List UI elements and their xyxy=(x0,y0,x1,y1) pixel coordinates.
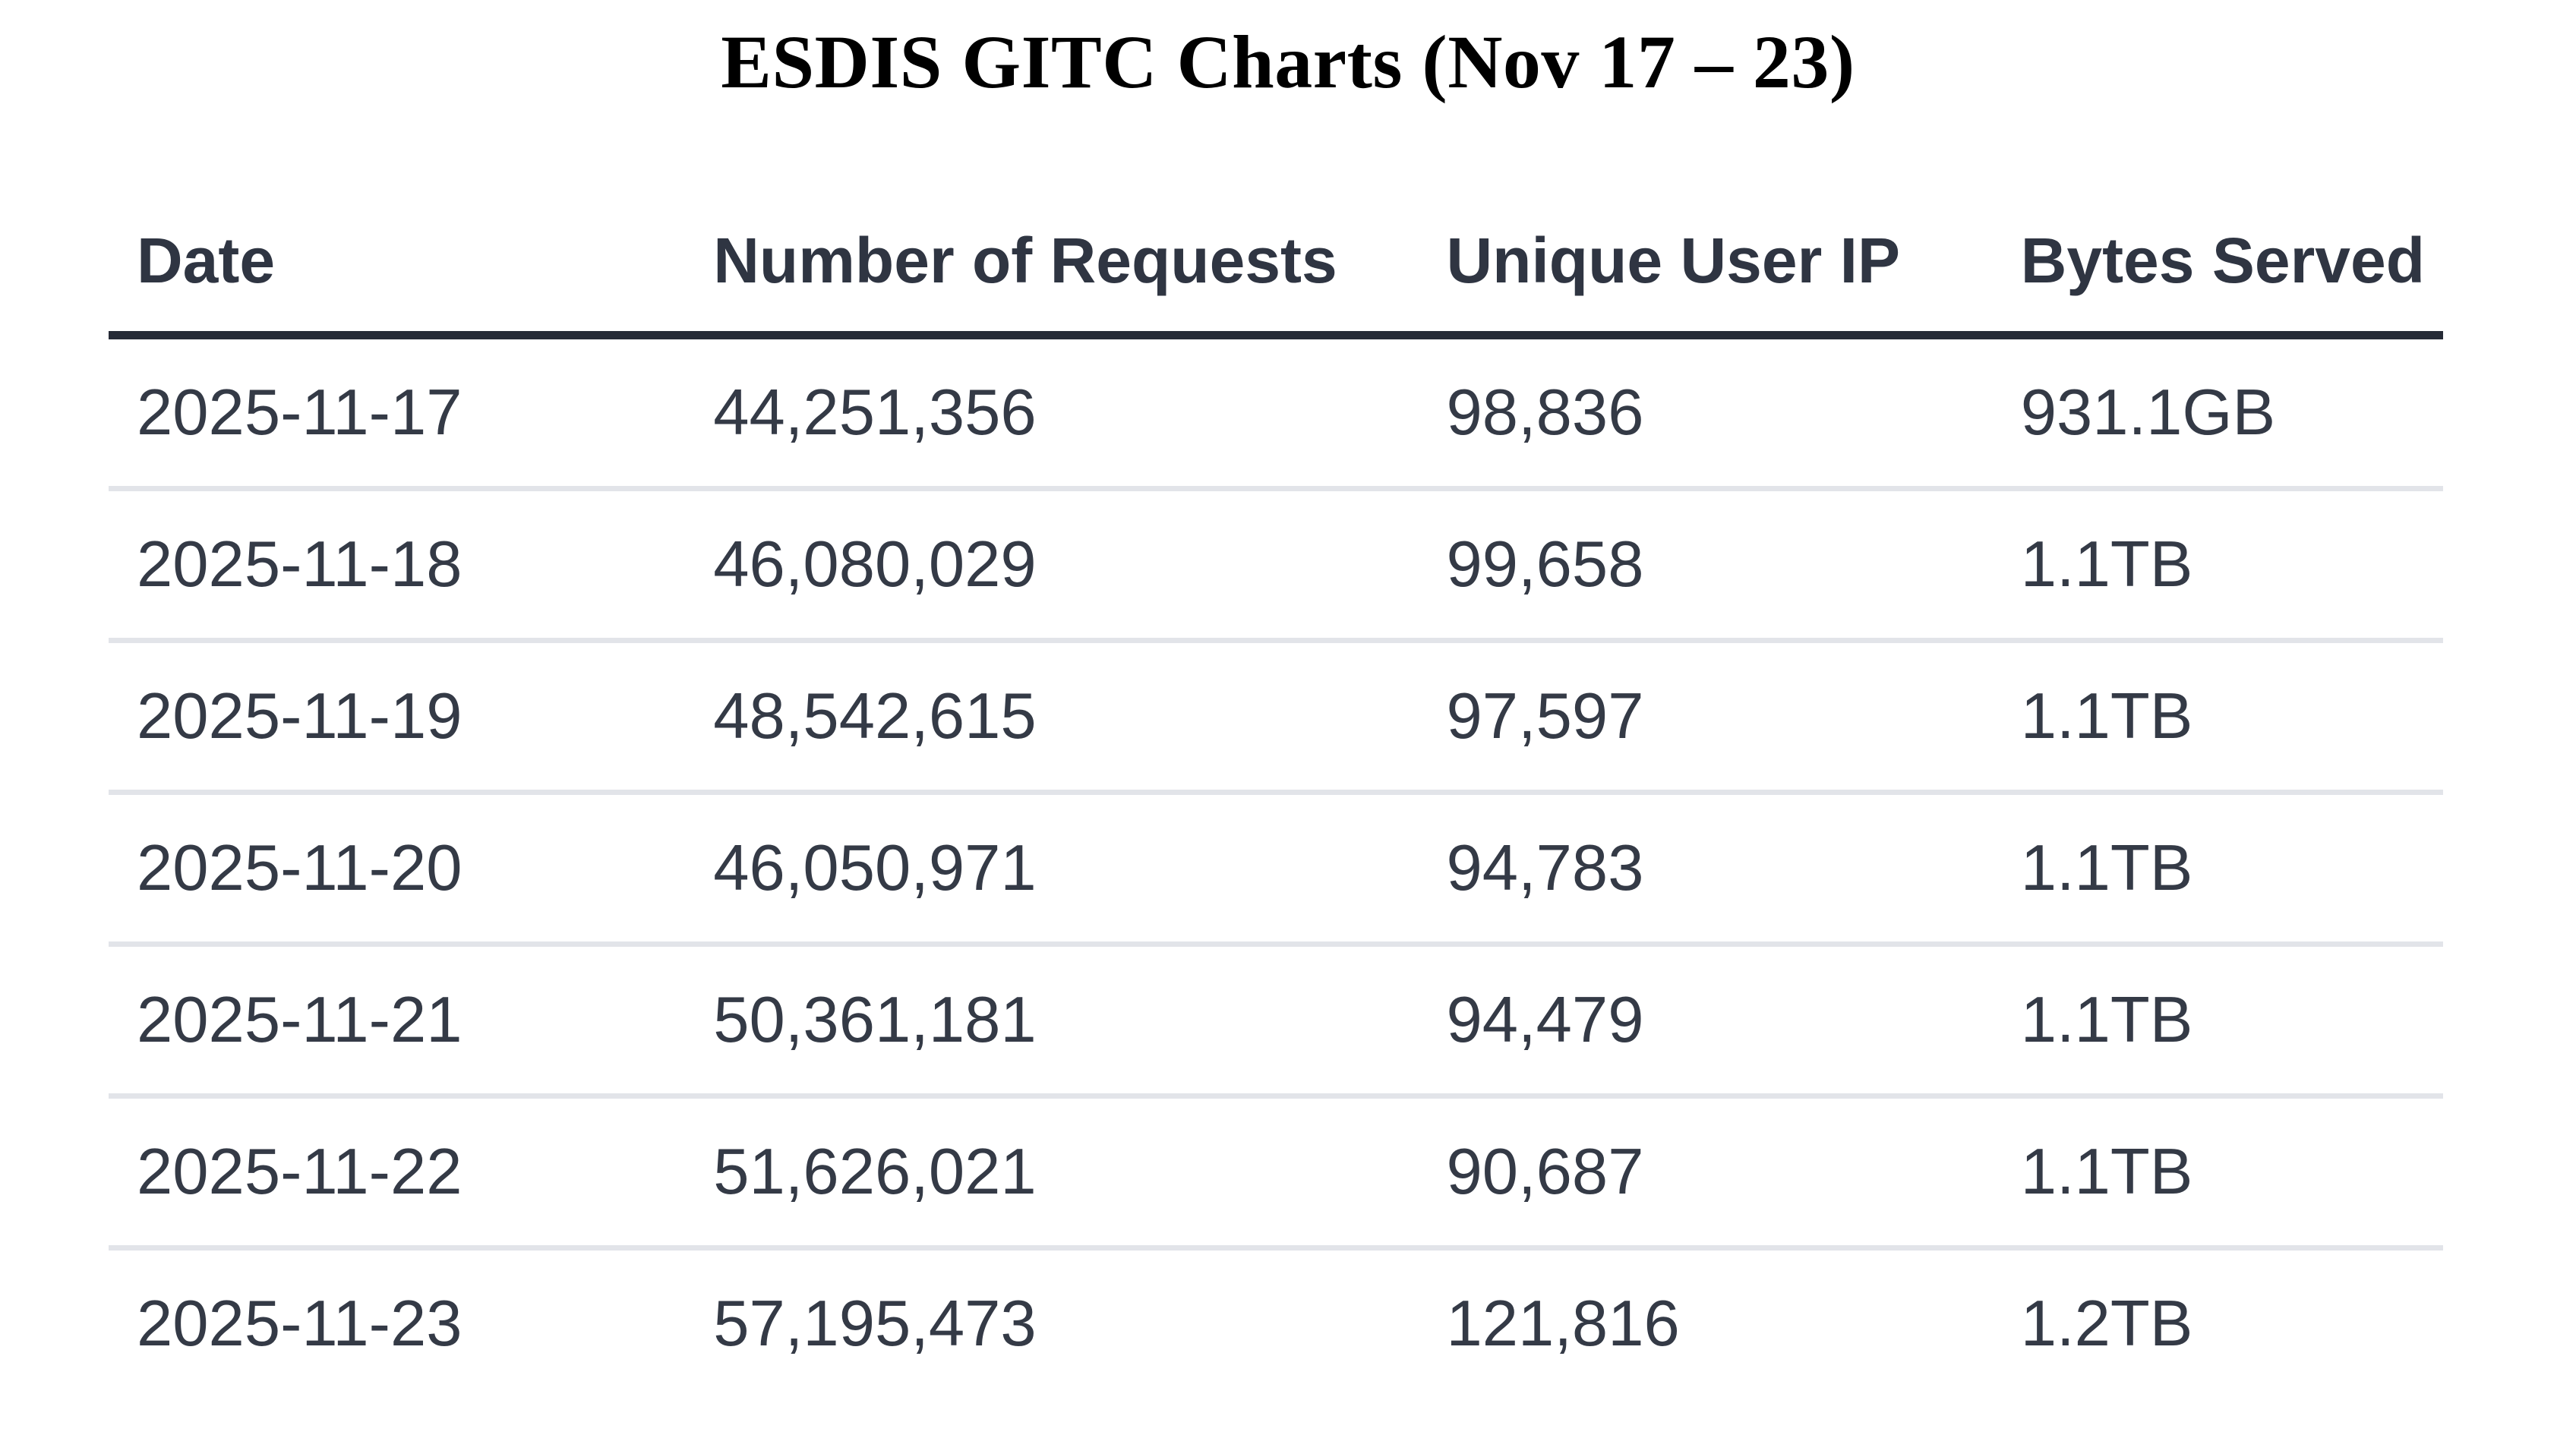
table-header-row: Date Number of Requests Unique User IP Byte… xyxy=(109,190,2443,339)
date-cell: 2025-11-17 xyxy=(109,335,686,491)
page-title: ESDIS GITC Charts (Nov 17 – 23) xyxy=(721,20,1855,104)
date-cell: 2025-11-22 xyxy=(109,1096,686,1250)
column-header-number-of-requests: Number of Requests xyxy=(685,190,1419,339)
date-cell: 2025-11-21 xyxy=(109,944,686,1099)
requests-cell: 57,195,473 xyxy=(713,1287,1037,1360)
requests-cell: 44,251,356 xyxy=(685,335,1419,491)
unique-ip-cell: 97,597 xyxy=(1418,640,1993,795)
unique-ip-cell: 99,658 xyxy=(1418,488,1993,643)
data-table: Date Number of Requests Unique User IP Byte… xyxy=(109,190,2443,1397)
table-row: 2025-11-19 48,542,615 97,597 1.1TB xyxy=(109,640,2443,795)
bytes-cell: 1.2TB xyxy=(2020,1287,2193,1360)
unique-ip-cell: 98,836 xyxy=(1418,335,1993,491)
requests-cell: 50,361,181 xyxy=(685,944,1419,1099)
column-header-date: Date xyxy=(109,190,686,339)
table-row: 2025-11-18 46,080,029 99,658 1.1TB xyxy=(109,488,2443,643)
date-cell: 2025-11-23 xyxy=(137,1287,462,1360)
table-row: 2025-11-20 46,050,971 94,783 1.1TB xyxy=(109,792,2443,947)
date-cell: 2025-11-19 xyxy=(109,640,686,795)
table-body: 2025-11-17 44,251,356 98,836 931.1GB 2025-11… xyxy=(109,335,2443,1398)
requests-cell: 46,080,029 xyxy=(685,488,1419,643)
unique-ip-cell: 94,479 xyxy=(1418,944,1993,1099)
bytes-cell: 1.1TB xyxy=(1992,792,2443,947)
table-row: 2025-11-23 57,195,473 121,816 1.2TB xyxy=(109,1248,2443,1398)
bytes-cell: 931.1GB xyxy=(1992,335,2443,491)
table-row: 2025-11-17 44,251,356 98,836 931.1GB xyxy=(109,335,2443,491)
bytes-cell: 1.1TB xyxy=(1992,640,2443,795)
column-header-bytes-served: Bytes Served xyxy=(1992,190,2443,339)
unique-ip-cell: 121,816 xyxy=(1446,1287,1680,1360)
date-cell: 2025-11-18 xyxy=(109,488,686,643)
bytes-cell: 1.1TB xyxy=(1992,488,2443,643)
table-row: 2025-11-22 51,626,021 90,687 1.1TB xyxy=(109,1096,2443,1250)
bytes-cell: 1.1TB xyxy=(1992,944,2443,1099)
unique-ip-cell: 90,687 xyxy=(1418,1096,1993,1250)
unique-ip-cell: 94,783 xyxy=(1418,792,1993,947)
date-cell: 2025-11-20 xyxy=(109,792,686,947)
data-table-container: Date Number of Requests Unique User IP Byte… xyxy=(109,190,2443,1397)
bytes-cell: 1.1TB xyxy=(1992,1096,2443,1250)
requests-cell: 46,050,971 xyxy=(685,792,1419,947)
requests-cell: 51,626,021 xyxy=(685,1096,1419,1250)
table-row: 2025-11-21 50,361,181 94,479 1.1TB xyxy=(109,944,2443,1099)
requests-cell: 48,542,615 xyxy=(685,640,1419,795)
column-header-unique-user-ip: Unique User IP xyxy=(1418,190,1993,339)
